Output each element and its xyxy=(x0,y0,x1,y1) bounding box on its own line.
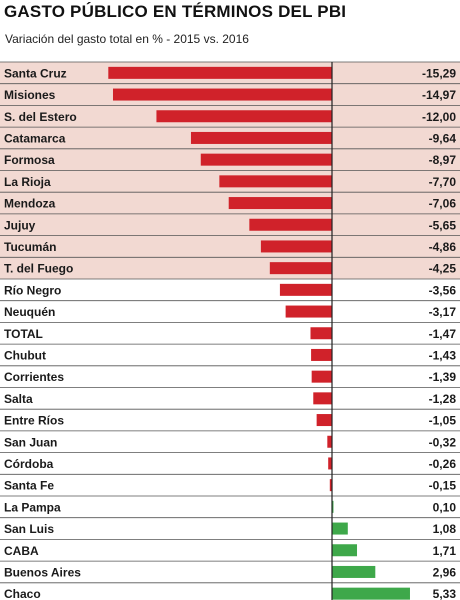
bar xyxy=(332,544,358,557)
value-label: 0,10 xyxy=(433,500,457,514)
value-label: 1,71 xyxy=(433,544,457,558)
value-label: -14,97 xyxy=(422,88,456,102)
value-label: -1,47 xyxy=(429,327,457,341)
bar xyxy=(328,457,332,470)
value-label: -1,43 xyxy=(429,348,457,362)
bar xyxy=(316,414,332,427)
category-label: La Rioja xyxy=(4,175,51,189)
bar xyxy=(285,305,332,318)
value-label: 2,96 xyxy=(433,565,457,579)
value-label: 1,08 xyxy=(433,522,457,536)
category-label: TOTAL xyxy=(4,327,43,341)
category-label: Formosa xyxy=(4,153,55,167)
highlight-row-bg xyxy=(0,235,460,258)
bar xyxy=(108,66,332,79)
value-label: -1,28 xyxy=(429,392,457,406)
bar xyxy=(112,88,333,101)
category-label: La Pampa xyxy=(4,500,61,514)
category-label: Misiones xyxy=(4,88,56,102)
value-label: -3,56 xyxy=(429,283,457,297)
bar xyxy=(332,500,334,513)
chart-subtitle: Variación del gasto total en % - 2015 vs… xyxy=(5,32,249,46)
value-label: -0,26 xyxy=(429,457,457,471)
bar xyxy=(249,218,332,231)
bar xyxy=(327,435,332,448)
value-label: -0,15 xyxy=(429,479,457,493)
value-label: -0,32 xyxy=(429,435,457,449)
value-label: -5,65 xyxy=(429,218,457,232)
value-label: -9,64 xyxy=(429,131,457,145)
category-label: Santa Fe xyxy=(4,479,54,493)
category-label: San Juan xyxy=(4,435,57,449)
value-label: -15,29 xyxy=(422,66,456,80)
category-label: San Luis xyxy=(4,522,54,536)
bar xyxy=(313,392,332,405)
bar xyxy=(260,240,332,253)
category-label: Córdoba xyxy=(4,457,54,471)
value-label: -1,39 xyxy=(429,370,457,384)
bar xyxy=(311,370,332,383)
value-label: -3,17 xyxy=(429,305,457,319)
category-label: Corrientes xyxy=(4,370,64,384)
bar xyxy=(156,110,332,123)
value-label: 5,33 xyxy=(433,587,457,600)
category-label: Santa Cruz xyxy=(4,66,67,80)
value-label: -12,00 xyxy=(422,110,456,124)
value-label: -7,70 xyxy=(429,175,457,189)
category-label: Tucumán xyxy=(4,240,56,254)
bar xyxy=(200,153,332,166)
category-label: T. del Fuego xyxy=(4,262,73,276)
category-label: S. del Estero xyxy=(4,110,77,124)
value-label: -7,06 xyxy=(429,197,457,211)
category-label: Buenos Aires xyxy=(4,565,81,579)
value-label: -8,97 xyxy=(429,153,457,167)
bar xyxy=(329,479,332,492)
value-label: -4,25 xyxy=(429,262,457,276)
bar xyxy=(332,565,376,578)
category-label: Mendoza xyxy=(4,197,56,211)
category-label: Chubut xyxy=(4,348,46,362)
highlight-row-bg xyxy=(0,213,460,236)
bar xyxy=(269,262,332,275)
bar xyxy=(219,175,332,188)
bar xyxy=(332,587,410,600)
category-label: Río Negro xyxy=(4,283,61,297)
bar xyxy=(279,283,332,296)
value-label: -1,05 xyxy=(429,414,457,428)
category-label: Chaco xyxy=(4,587,41,600)
category-label: Salta xyxy=(4,392,33,406)
category-label: Jujuy xyxy=(4,218,36,232)
chart-title: GASTO PÚBLICO EN TÉRMINOS DEL PBI xyxy=(4,2,347,21)
highlight-row-bg xyxy=(0,257,460,279)
category-label: Entre Ríos xyxy=(4,414,64,428)
category-label: Neuquén xyxy=(4,305,55,319)
bar xyxy=(311,348,332,361)
bar xyxy=(228,197,332,210)
bar xyxy=(332,522,348,535)
value-label: -4,86 xyxy=(429,240,457,254)
category-label: Catamarca xyxy=(4,131,66,145)
category-label: CABA xyxy=(4,544,39,558)
bar xyxy=(190,131,332,144)
bar xyxy=(310,327,332,340)
